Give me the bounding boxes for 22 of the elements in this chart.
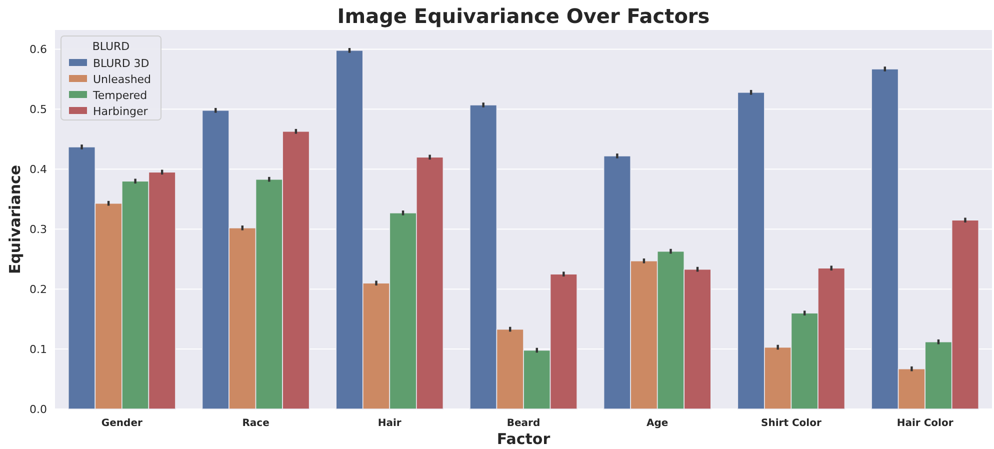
y-tick-label: 0.0 bbox=[30, 402, 47, 416]
x-tick-label: Race bbox=[242, 418, 270, 429]
y-tick-label: 0.5 bbox=[30, 103, 47, 116]
x-tick-label: Shirt Color bbox=[761, 418, 822, 429]
legend-label: Unleashed bbox=[93, 72, 152, 86]
x-tick-label: Age bbox=[646, 418, 668, 429]
legend-label: Harbinger bbox=[93, 104, 148, 118]
x-tick-label: Gender bbox=[101, 418, 142, 429]
x-axis-title: Factor bbox=[496, 430, 551, 448]
y-tick-label: 0.4 bbox=[30, 162, 47, 176]
chart-title: Image Equivariance Over Factors bbox=[337, 4, 710, 28]
x-tick-label: Hair Color bbox=[896, 418, 954, 429]
y-tick-label: 0.1 bbox=[30, 342, 47, 356]
legend-title: BLURD bbox=[92, 40, 130, 53]
legend-label: Tempered bbox=[92, 88, 148, 102]
x-tick-label: Beard bbox=[506, 418, 540, 429]
y-axis-title: Equivariance bbox=[6, 164, 24, 274]
y-tick-label: 0.3 bbox=[30, 222, 47, 236]
x-tick-label: Hair bbox=[378, 418, 402, 429]
y-tick-label: 0.6 bbox=[30, 43, 47, 56]
legend-label: BLURD 3D bbox=[93, 56, 150, 70]
y-tick-label: 0.2 bbox=[30, 282, 47, 296]
